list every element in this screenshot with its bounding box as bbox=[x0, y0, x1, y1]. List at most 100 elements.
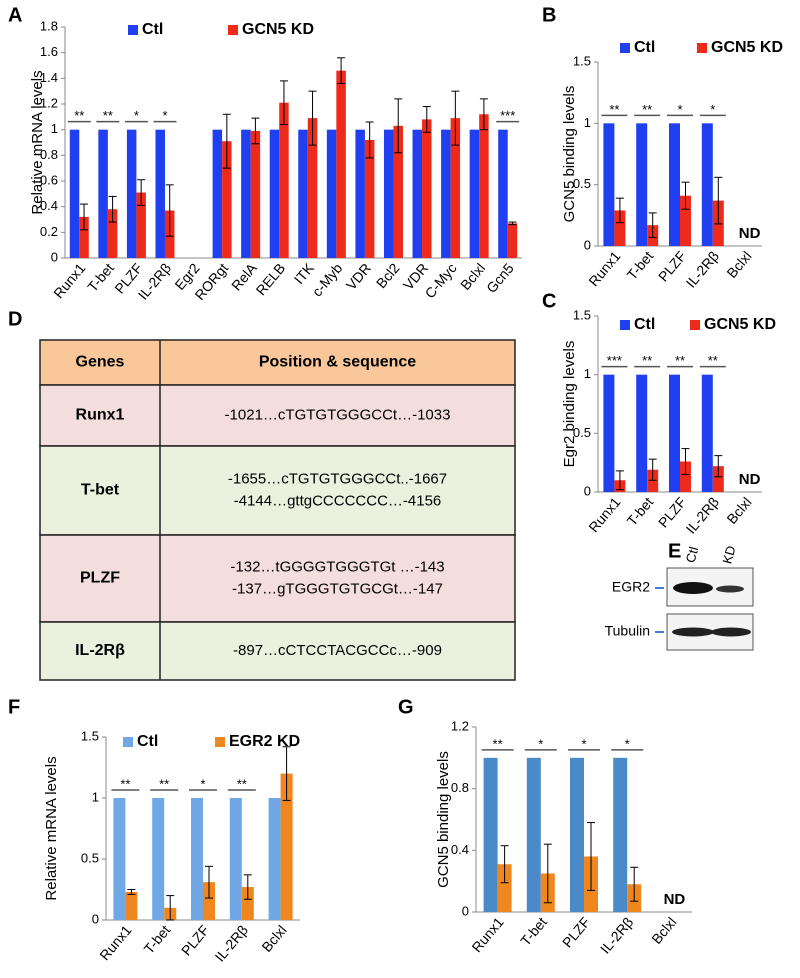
bar bbox=[136, 192, 146, 258]
legend-swatch bbox=[228, 25, 238, 35]
significance-stars: *** bbox=[500, 108, 515, 123]
error-bar bbox=[714, 455, 723, 478]
x-tick-label: IL-2Rβ bbox=[597, 914, 636, 957]
significance-stars: * bbox=[581, 736, 586, 751]
x-tick-label: Bcl2 bbox=[373, 260, 403, 291]
bar bbox=[241, 887, 254, 920]
panel-letter: B bbox=[542, 4, 556, 26]
significance-stars: ** bbox=[675, 353, 685, 368]
error-bar bbox=[648, 458, 657, 481]
bar bbox=[79, 216, 89, 258]
panel-letter: F bbox=[8, 696, 20, 718]
bar bbox=[298, 129, 308, 258]
gene-name: T-bet bbox=[81, 482, 120, 499]
blot-band bbox=[673, 582, 713, 594]
error-bar bbox=[543, 843, 552, 904]
x-tick-label: T-bet bbox=[624, 494, 657, 529]
bar bbox=[701, 374, 713, 492]
x-tick-label: PLZF bbox=[559, 914, 593, 951]
bar bbox=[680, 461, 691, 492]
legend-swatch bbox=[123, 737, 133, 747]
y-tick-label: 0 bbox=[51, 249, 58, 264]
legend-label: Ctl bbox=[137, 733, 158, 750]
bar bbox=[636, 123, 648, 246]
significance-stars: * bbox=[200, 776, 205, 791]
error-bar bbox=[137, 179, 146, 206]
significance-stars: * bbox=[625, 736, 630, 751]
western-blot bbox=[655, 567, 754, 651]
bar bbox=[383, 129, 394, 258]
bar bbox=[712, 466, 724, 492]
legend-label: Ctl bbox=[634, 316, 655, 333]
bar bbox=[647, 469, 659, 492]
bar bbox=[393, 125, 403, 258]
error-bar bbox=[127, 889, 136, 895]
bar bbox=[98, 129, 108, 258]
bar bbox=[280, 773, 293, 920]
bar bbox=[701, 123, 713, 246]
bar bbox=[212, 129, 223, 258]
bar bbox=[483, 757, 498, 912]
x-tick-label: c-Myb bbox=[309, 260, 346, 300]
panel-letter: E bbox=[668, 540, 681, 562]
x-tick-label: T-bet bbox=[517, 914, 550, 949]
bar bbox=[603, 123, 615, 246]
significance-stars: ** bbox=[120, 776, 130, 791]
y-tick-label: 0.5 bbox=[573, 176, 591, 191]
bar bbox=[107, 209, 118, 258]
blot-column-label: KD bbox=[719, 544, 738, 565]
table-header bbox=[39, 339, 516, 386]
panel-letter: A bbox=[8, 4, 22, 26]
annotation: ND bbox=[739, 471, 761, 488]
y-axis-label: GCN5 binding levels bbox=[561, 86, 578, 223]
bar bbox=[279, 102, 289, 258]
panel-letter: D bbox=[8, 308, 22, 330]
significance-stars: * bbox=[162, 108, 167, 123]
bar bbox=[155, 129, 165, 258]
y-axis-label: Egr2 binding levels bbox=[561, 341, 578, 468]
y-tick-label: 1 bbox=[51, 121, 58, 136]
bar bbox=[507, 223, 518, 258]
bar bbox=[669, 374, 680, 492]
bar bbox=[497, 864, 512, 912]
error-bar bbox=[205, 865, 213, 899]
y-tick-label: 1 bbox=[92, 789, 99, 804]
legend-swatch bbox=[128, 25, 138, 35]
y-tick-label: 0.8 bbox=[451, 780, 469, 795]
error-bar bbox=[279, 80, 288, 126]
annotation: ND bbox=[739, 225, 761, 242]
error-bar bbox=[337, 57, 346, 84]
sequence: -1021…cTGTGTGGGCCt…-1033 bbox=[225, 406, 451, 423]
table-header-cell: Genes bbox=[76, 354, 125, 371]
table-row bbox=[39, 621, 516, 681]
bar bbox=[450, 118, 461, 258]
legend-label: EGR2 KD bbox=[229, 733, 300, 750]
error-bar bbox=[365, 121, 374, 159]
significance-stars: ** bbox=[642, 102, 652, 117]
sequence: -1655…cTGTGTGGGCCt..-1667 bbox=[228, 470, 447, 487]
significance-stars: ** bbox=[609, 102, 619, 117]
bar bbox=[269, 129, 280, 258]
y-tick-label: 0 bbox=[584, 237, 591, 252]
y-tick-label: 0.5 bbox=[573, 425, 591, 440]
bar bbox=[222, 141, 232, 258]
bar bbox=[69, 129, 80, 258]
panel-letter: C bbox=[542, 290, 556, 312]
table-row bbox=[39, 534, 516, 623]
error-bar bbox=[615, 470, 624, 491]
bar bbox=[241, 129, 251, 258]
significance-stars: * bbox=[710, 102, 715, 117]
significance-stars: ** bbox=[159, 776, 169, 791]
x-tick-label: Bclxl bbox=[723, 248, 754, 281]
significance-stars: ** bbox=[74, 108, 84, 123]
bar bbox=[613, 757, 628, 912]
blot-row-label: EGR2 bbox=[612, 579, 650, 595]
x-tick-label: Bclxl bbox=[258, 922, 289, 955]
legend-swatch bbox=[620, 43, 630, 53]
x-tick-label: Runx1 bbox=[585, 248, 623, 289]
x-tick-label: PLZF bbox=[178, 922, 212, 959]
bar bbox=[113, 798, 126, 920]
gene-name: PLZF bbox=[80, 570, 120, 587]
x-tick-label: RELB bbox=[253, 260, 289, 298]
bar bbox=[469, 129, 480, 258]
